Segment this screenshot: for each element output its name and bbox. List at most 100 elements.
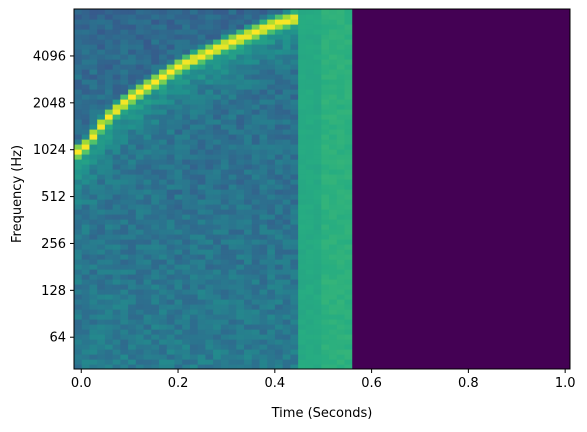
heatmap-cell bbox=[274, 324, 284, 330]
heatmap-cell bbox=[143, 224, 152, 230]
heatmap-cell bbox=[182, 149, 191, 155]
heatmap-cell bbox=[104, 104, 114, 110]
heatmap-cell bbox=[220, 184, 230, 190]
heatmap-cell bbox=[213, 94, 222, 100]
heatmap-cell bbox=[159, 94, 168, 100]
heatmap-cell bbox=[128, 64, 137, 70]
heatmap-cell bbox=[97, 99, 106, 105]
heatmap-cell bbox=[81, 134, 91, 140]
heatmap-cell bbox=[298, 179, 307, 185]
heatmap-cell bbox=[282, 59, 292, 65]
heatmap-cell bbox=[298, 149, 307, 155]
heatmap-cell bbox=[112, 44, 121, 50]
heatmap-cell bbox=[205, 29, 214, 35]
heatmap-cell bbox=[104, 209, 114, 215]
heatmap-cell bbox=[259, 134, 268, 140]
heatmap-cell bbox=[344, 134, 353, 140]
heatmap-cell bbox=[197, 284, 206, 290]
heatmap-cell bbox=[81, 309, 91, 315]
heatmap-cell bbox=[336, 364, 346, 369]
heatmap-cell bbox=[159, 49, 168, 55]
x-tick-label: 0.2 bbox=[168, 376, 189, 391]
heatmap-cell bbox=[298, 164, 307, 170]
heatmap-cell bbox=[267, 259, 276, 265]
heatmap-cell bbox=[267, 284, 276, 290]
heatmap-cell bbox=[267, 64, 276, 70]
heatmap-cell bbox=[143, 169, 152, 175]
heatmap-cell bbox=[336, 314, 346, 320]
heatmap-cell bbox=[236, 229, 245, 235]
heatmap-cell bbox=[251, 129, 261, 135]
heatmap-cell bbox=[313, 124, 322, 130]
heatmap-cell bbox=[228, 149, 237, 155]
heatmap-cell bbox=[81, 359, 91, 365]
heatmap-cell bbox=[135, 314, 145, 320]
heatmap-cell bbox=[228, 64, 237, 70]
heatmap-cell bbox=[166, 314, 176, 320]
heatmap-cell bbox=[290, 244, 299, 250]
heatmap-cell bbox=[97, 204, 106, 210]
heatmap-cell bbox=[174, 89, 183, 95]
heatmap-cell bbox=[97, 9, 106, 15]
heatmap-cell bbox=[112, 34, 121, 40]
heatmap-cell bbox=[104, 329, 114, 335]
heatmap-cell bbox=[236, 184, 245, 190]
heatmap-cell bbox=[228, 199, 237, 205]
heatmap-cell bbox=[267, 229, 276, 235]
heatmap-cell bbox=[143, 29, 152, 35]
heatmap-cell bbox=[182, 214, 191, 220]
heatmap-cell bbox=[197, 309, 206, 315]
heatmap-cell bbox=[305, 139, 315, 145]
heatmap-cell bbox=[290, 344, 299, 350]
heatmap-cell bbox=[112, 299, 121, 305]
heatmap-cell bbox=[267, 319, 276, 325]
heatmap-cell bbox=[282, 174, 292, 180]
heatmap-cell bbox=[143, 229, 152, 235]
heatmap-cell bbox=[112, 364, 121, 369]
heatmap-cell bbox=[251, 39, 261, 45]
heatmap-cell bbox=[251, 154, 261, 160]
heatmap-cell bbox=[89, 154, 98, 160]
heatmap-cell bbox=[213, 114, 222, 120]
heatmap-cell bbox=[143, 19, 152, 25]
heatmap-cell bbox=[321, 329, 330, 335]
heatmap-cell bbox=[120, 69, 129, 75]
heatmap-cell bbox=[274, 159, 284, 165]
heatmap-cell bbox=[189, 309, 199, 315]
heatmap-cell bbox=[174, 94, 183, 100]
heatmap-cell bbox=[213, 184, 222, 190]
heatmap-cell bbox=[104, 114, 114, 120]
heatmap-cell bbox=[329, 264, 338, 270]
heatmap-cell bbox=[298, 354, 307, 360]
heatmap-cell bbox=[151, 209, 160, 215]
heatmap-cell bbox=[236, 104, 245, 110]
heatmap-cell bbox=[228, 184, 237, 190]
heatmap-cell bbox=[329, 64, 338, 70]
heatmap-cell bbox=[166, 29, 176, 35]
heatmap-cell bbox=[213, 274, 222, 280]
heatmap-cell bbox=[259, 329, 268, 335]
heatmap-cell bbox=[104, 274, 114, 280]
heatmap-cell bbox=[244, 214, 253, 220]
heatmap-cell bbox=[305, 264, 315, 270]
heatmap-cell bbox=[344, 314, 353, 320]
heatmap-cell bbox=[143, 244, 152, 250]
heatmap-cell bbox=[74, 249, 83, 255]
heatmap-cell bbox=[197, 74, 206, 80]
heatmap-cell bbox=[336, 179, 346, 185]
heatmap-cell bbox=[244, 34, 253, 40]
heatmap-cell bbox=[189, 49, 199, 55]
heatmap-cell bbox=[151, 54, 160, 60]
heatmap-cell bbox=[220, 164, 230, 170]
heatmap-cell bbox=[321, 99, 330, 105]
heatmap-cell bbox=[244, 49, 253, 55]
heatmap-cell bbox=[205, 169, 214, 175]
heatmap-cell bbox=[182, 354, 191, 360]
heatmap-cell bbox=[282, 294, 292, 300]
heatmap-cell bbox=[166, 94, 176, 100]
heatmap-cell bbox=[120, 74, 129, 80]
heatmap-cell bbox=[135, 214, 145, 220]
heatmap-cell bbox=[89, 324, 98, 330]
heatmap-cell bbox=[182, 204, 191, 210]
heatmap-cell bbox=[267, 199, 276, 205]
